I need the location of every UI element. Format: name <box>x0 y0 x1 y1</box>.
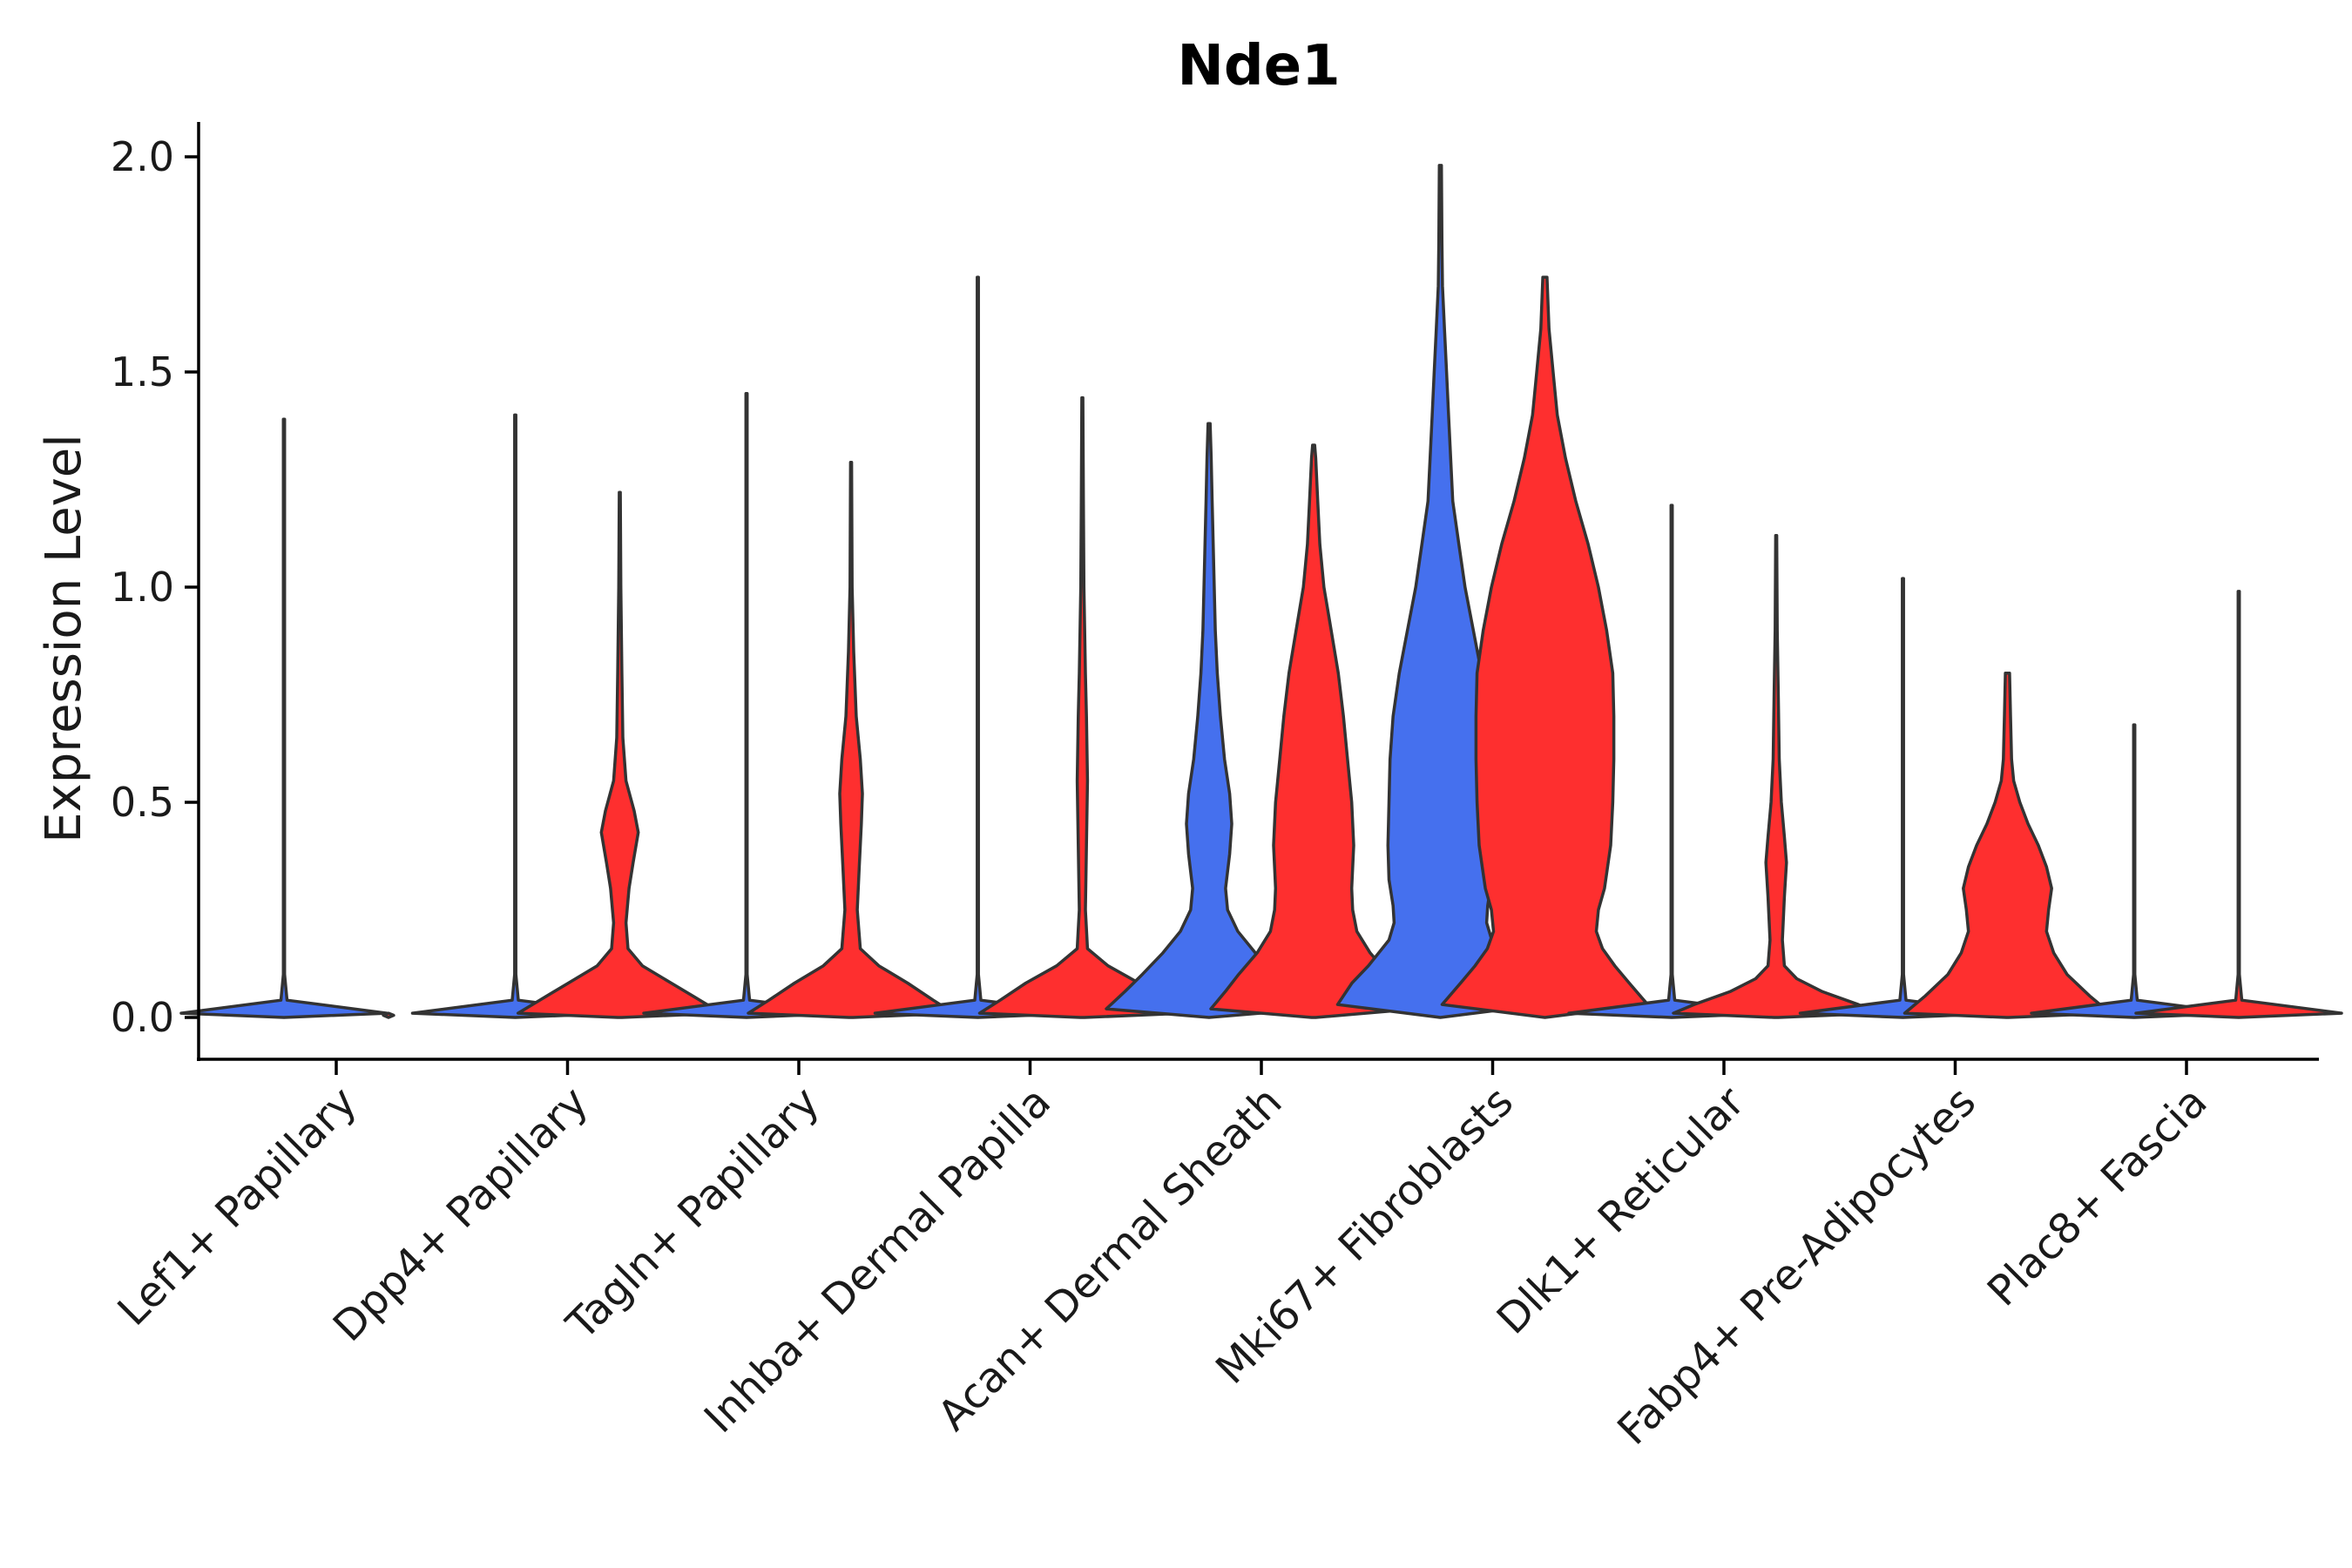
violin-layer <box>179 164 2343 1019</box>
y-tick-label: 1.5 <box>111 348 174 395</box>
x-tick-label: Plac8+ Fascia <box>1978 1078 2217 1316</box>
violin-red <box>1440 275 1650 1019</box>
chart-title: Nde1 <box>1177 34 1340 98</box>
y-tick-label: 0.0 <box>111 994 174 1041</box>
x-tick-label: Dlk1+ Reticular <box>1488 1078 1754 1344</box>
y-tick-label: 0.5 <box>111 779 174 826</box>
y-tick-label: 1.0 <box>111 564 174 611</box>
y-axis-label: Expression Level <box>36 434 92 843</box>
violin-red <box>1209 443 1418 1019</box>
violin-red <box>516 490 724 1019</box>
violin-red <box>1903 672 2112 1019</box>
violin-red <box>747 460 956 1019</box>
x-tick-label: Lef1+ Papillary <box>109 1078 367 1335</box>
violin-blue <box>410 413 620 1019</box>
y-tick-label: 2.0 <box>111 133 174 180</box>
violin-red <box>1672 533 1881 1019</box>
x-tick-label: Tagln+ Papillary <box>557 1078 828 1349</box>
violin-red <box>382 1011 395 1019</box>
violin-blue <box>873 275 1083 1019</box>
violin-blue <box>179 417 389 1019</box>
violin-red <box>977 395 1187 1019</box>
y-ticks: 0.0 0.5 1.0 1.5 2.0 <box>111 133 199 1041</box>
violin-blue <box>1105 422 1314 1019</box>
x-tick-label: Dpp4+ Papillary <box>324 1078 598 1351</box>
violin-red <box>2134 590 2343 1019</box>
violin-blue <box>642 391 851 1019</box>
